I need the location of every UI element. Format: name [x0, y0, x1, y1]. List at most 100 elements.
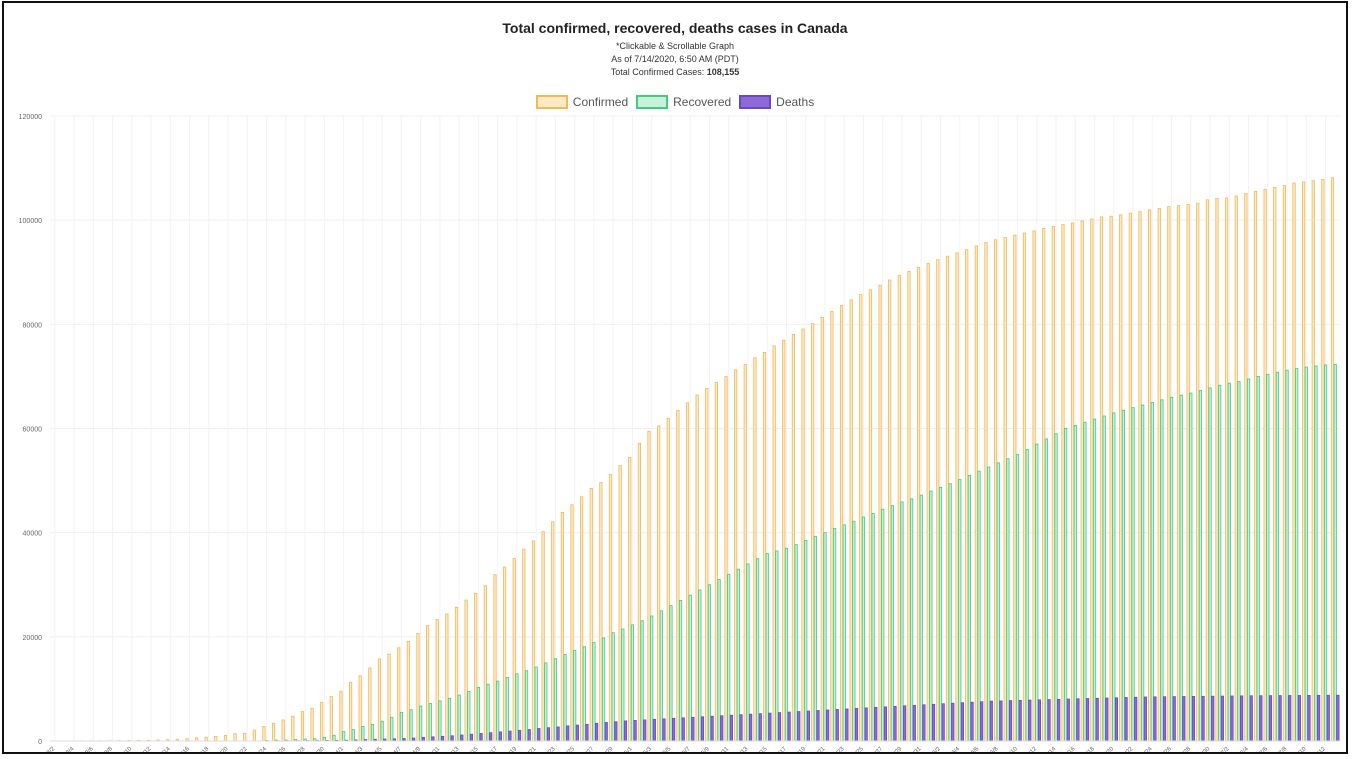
x-tick-label: 4/23: [544, 746, 557, 754]
x-tick-label: 3/12: [140, 746, 153, 754]
bar-confirmed: [753, 357, 757, 742]
bar-confirmed: [801, 328, 805, 742]
bar-confirmed: [1253, 190, 1258, 742]
bar-deaths: [922, 704, 926, 742]
bar-confirmed: [1013, 234, 1017, 742]
bar-recovered: [544, 662, 548, 742]
legend-item-recovered[interactable]: Recovered: [636, 95, 731, 109]
bar-recovered: [640, 620, 644, 742]
bar-recovered: [370, 723, 375, 742]
bar-confirmed: [1205, 199, 1209, 742]
bar-confirmed: [1080, 220, 1084, 742]
bar-deaths: [989, 700, 993, 742]
bar-deaths: [1211, 695, 1215, 742]
x-tick-label: 5/21: [814, 746, 827, 754]
bar-deaths: [431, 736, 435, 742]
bar-confirmed: [907, 270, 911, 742]
bar-deaths: [1201, 695, 1205, 742]
bar-confirmed: [1176, 205, 1181, 742]
bar-confirmed: [811, 323, 815, 742]
y-tick-label: 20000: [23, 635, 43, 642]
bar-deaths: [498, 731, 502, 742]
legend-item-confirmed[interactable]: Confirmed: [535, 95, 628, 109]
bar-confirmed: [406, 640, 410, 742]
legend-label-recovered: Recovered: [673, 95, 732, 109]
x-tick-label: 4/15: [467, 746, 480, 754]
bar-confirmed: [599, 482, 603, 742]
bar-confirmed: [1311, 180, 1315, 742]
bar-confirmed: [782, 339, 786, 742]
x-tick-label: 7/8: [1278, 746, 1289, 754]
bar-confirmed: [974, 245, 978, 742]
bar-deaths: [749, 713, 753, 742]
y-tick-label: 40000: [23, 531, 43, 538]
bar-recovered: [707, 584, 712, 742]
bar-recovered: [823, 532, 827, 742]
bar-deaths: [1230, 695, 1234, 742]
bar-deaths: [1268, 695, 1273, 742]
x-tick-label: 3/6: [85, 746, 96, 754]
bar-recovered: [534, 666, 538, 742]
bar-deaths: [787, 711, 791, 742]
bar-deaths: [1018, 699, 1022, 742]
bar-deaths: [1249, 695, 1253, 742]
bar-deaths: [681, 717, 685, 742]
bar-recovered: [938, 486, 943, 742]
bar-deaths: [777, 712, 782, 742]
bar-confirmed: [281, 719, 285, 742]
bar-deaths: [931, 703, 936, 742]
bar-confirmed: [685, 402, 690, 742]
legend-label-deaths: Deaths: [776, 95, 815, 109]
chart-title: Total confirmed, recovered, deaths cases…: [502, 20, 848, 36]
x-tick-label: 3/28: [294, 746, 307, 754]
bar-recovered: [1314, 365, 1318, 742]
bar-confirmed: [426, 625, 430, 742]
bar-recovered: [447, 697, 452, 742]
bar-deaths: [1172, 696, 1176, 742]
bar-recovered: [1160, 399, 1164, 742]
bar-recovered: [765, 553, 769, 742]
bar-recovered: [717, 579, 721, 742]
x-tick-label: 3/8: [104, 746, 115, 754]
bar-deaths: [980, 701, 984, 742]
bar-deaths: [739, 714, 743, 742]
bar-recovered: [910, 498, 914, 742]
bar-recovered: [1169, 396, 1174, 742]
bar-recovered: [601, 637, 606, 742]
bar-recovered: [1150, 402, 1154, 742]
bar-recovered: [698, 589, 702, 742]
bar-deaths: [1066, 698, 1070, 742]
bar-recovered: [1102, 415, 1106, 742]
bar-recovered: [592, 642, 596, 742]
bar-recovered: [1218, 384, 1222, 742]
bar-confirmed: [512, 558, 516, 742]
bar-recovered: [1304, 366, 1308, 742]
bar-recovered: [573, 649, 577, 742]
bar-recovered: [1198, 390, 1203, 742]
bar-confirmed: [329, 696, 333, 742]
legend-swatch-recovered: [636, 95, 669, 109]
legend-item-deaths[interactable]: Deaths: [739, 95, 814, 109]
chart-subtitle-clickable: *Clickable & Scrollable Graph: [615, 41, 735, 51]
bar-confirmed: [1157, 208, 1161, 742]
x-tick-label: 6/28: [1180, 746, 1193, 754]
bar-deaths: [527, 729, 531, 742]
bar-confirmed: [926, 262, 930, 742]
bar-chart[interactable]: 0 20000 40000 60000 80000 100000 120000 3/2 3/4 3…: [4, 3, 1348, 754]
x-tick-label: 4/11: [429, 746, 442, 754]
bar-deaths: [1143, 696, 1147, 742]
bar-deaths: [1220, 695, 1224, 742]
bar-deaths: [826, 709, 830, 742]
bar-recovered: [1025, 448, 1029, 742]
bar-confirmed: [503, 566, 507, 742]
bar-recovered: [342, 731, 346, 742]
bar-confirmed: [666, 417, 670, 742]
bar-deaths: [1008, 700, 1013, 742]
bar-deaths: [1124, 697, 1128, 742]
bar-confirmed: [1282, 185, 1286, 742]
x-tick-label: 3/4: [65, 746, 76, 754]
x-tick-label: 7/12: [1314, 746, 1327, 754]
bar-confirmed: [493, 574, 497, 742]
bar-recovered: [438, 700, 442, 742]
bar-deaths: [662, 718, 666, 742]
